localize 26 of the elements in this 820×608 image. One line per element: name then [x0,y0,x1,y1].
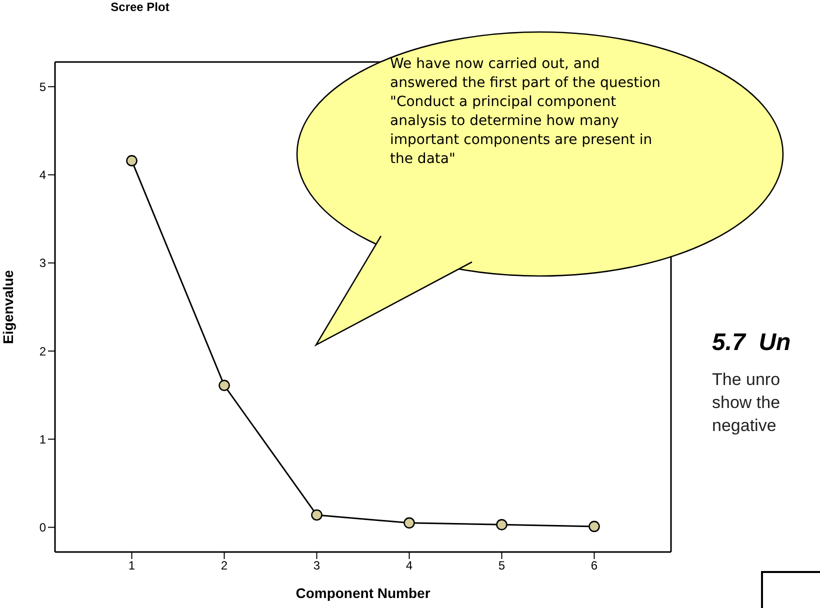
text: The unro [712,370,780,390]
point [126,155,138,166]
chart-title: Scree Plot [110,0,170,14]
annotation: We have now carried out, and answered the first part of the question "Conduct a principal component analysis to determine how many important components are present in the data" [390,55,662,169]
point [496,519,508,530]
x-tick-label: 6 [590,558,598,573]
text: negative [712,416,776,436]
y-tick-label: 4 [39,168,46,182]
y-tick-label: 5 [39,80,46,94]
text: 5.7 Un [712,329,791,357]
point [311,509,322,521]
y-tick-label: 3 [39,256,46,270]
y-tick-label: 2 [39,344,46,358]
point [588,520,600,532]
x-tick-label: 2 [220,558,228,573]
point [404,517,415,529]
text: show the [712,393,780,413]
x-tick-label: 3 [313,558,320,573]
y-tick-label: 0 [39,520,46,535]
x-tick-label: 5 [498,558,506,573]
y-tick-label: 1 [39,432,46,446]
y-axis-title: Eigenvalue [0,270,16,344]
x-tick-label: 1 [128,558,136,573]
point [218,380,230,392]
x-axis-title: Component Number [296,585,431,601]
x-tick-label: 4 [406,558,413,573]
